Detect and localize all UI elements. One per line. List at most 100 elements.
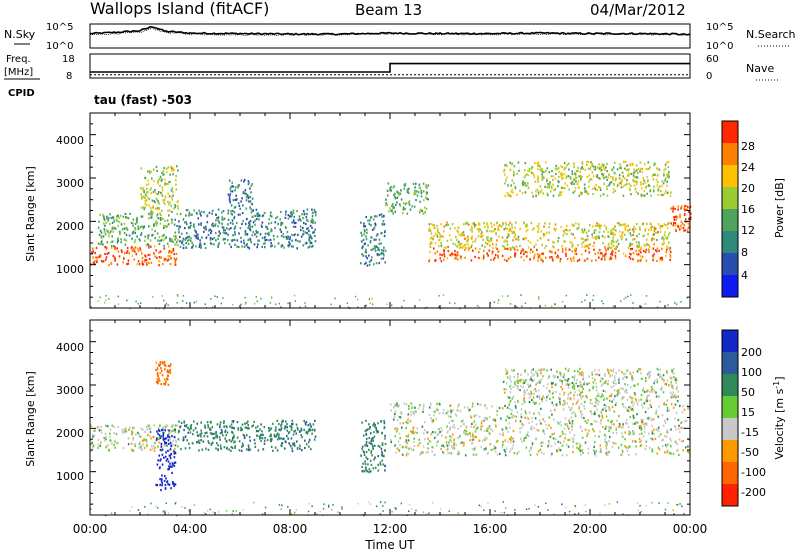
power-cell — [633, 226, 635, 228]
power-cell — [569, 249, 571, 251]
power-cell — [585, 239, 587, 241]
noise-right-tick-bottom: 10^0 — [706, 41, 733, 52]
power-cell — [534, 162, 536, 164]
power-cell — [149, 198, 151, 200]
velocity-cell — [159, 467, 161, 469]
power-cell — [245, 189, 247, 191]
power-cell — [397, 192, 399, 194]
nave-label: Nave — [746, 62, 774, 75]
velocity-cell — [559, 393, 561, 395]
velocity-cell — [249, 449, 251, 451]
power-cell — [508, 233, 510, 235]
power-cell — [365, 225, 367, 227]
power-cell — [510, 256, 512, 258]
power-cell — [613, 172, 615, 174]
velocity-cell — [233, 427, 235, 429]
velocity-cell — [648, 418, 650, 420]
velocity-cell — [463, 444, 465, 446]
velocity-cell — [613, 371, 615, 373]
power-colorbar-label: Power [dB] — [773, 178, 786, 238]
power-cell — [627, 164, 629, 166]
power-cell — [216, 217, 218, 219]
velocity-cell — [531, 399, 533, 401]
velocity-cell — [509, 451, 511, 453]
velocity-cell — [546, 369, 548, 371]
velocity-cell — [366, 451, 368, 453]
velocity-cell — [161, 443, 163, 445]
power-cell — [628, 175, 630, 177]
power-cell — [471, 237, 473, 239]
power-cell — [235, 195, 237, 197]
velocity-cell — [650, 404, 652, 406]
velocity-cell — [618, 447, 620, 449]
power-cell — [401, 198, 403, 200]
power-cell — [190, 225, 192, 227]
power-cell — [367, 265, 369, 267]
power-cell — [588, 193, 590, 195]
velocity-cell — [304, 440, 306, 442]
velocity-cell — [242, 424, 244, 426]
power-cell — [504, 259, 506, 261]
velocity-cell — [615, 383, 617, 385]
velocity-cell — [474, 415, 476, 417]
velocity-cell — [128, 443, 130, 445]
power-cell — [182, 300, 183, 302]
velocity-cell — [366, 456, 368, 458]
velocity-cell — [652, 433, 654, 435]
velocity-cell — [597, 395, 599, 397]
power-cell — [525, 302, 526, 304]
power-cell — [172, 173, 174, 175]
power-cell — [636, 181, 638, 183]
velocity-cell — [239, 440, 241, 442]
power-cell — [577, 170, 579, 172]
power-cell — [496, 239, 498, 241]
velocity-cell — [612, 446, 614, 448]
power-cell — [367, 257, 369, 259]
power-cell — [507, 244, 509, 246]
power-cell — [435, 233, 437, 235]
velocity-cell — [593, 381, 595, 383]
power-cell — [673, 206, 675, 208]
power-cell — [191, 214, 193, 216]
power-cell — [623, 195, 625, 197]
velocity-cell — [170, 442, 172, 444]
power-cell — [443, 226, 445, 228]
velocity-cell — [607, 451, 609, 453]
power-cell — [630, 232, 632, 234]
power-cell — [666, 238, 668, 240]
power-cell — [191, 242, 193, 244]
velocity-cell — [259, 435, 261, 437]
power-cell — [615, 247, 617, 249]
power-cell — [158, 191, 160, 193]
power-cell — [464, 257, 466, 259]
power-cell — [621, 180, 623, 182]
power-cell — [600, 189, 602, 191]
power-cell — [595, 259, 597, 261]
power-cell — [392, 203, 394, 205]
velocity-cell — [249, 436, 251, 438]
velocity-cell — [399, 444, 401, 446]
power-cell — [285, 217, 287, 219]
power-cell — [516, 245, 518, 247]
power-cell — [467, 244, 469, 246]
power-cell — [203, 231, 205, 233]
velocity-cell — [529, 450, 531, 452]
velocity-cell — [499, 433, 501, 435]
power-cell — [241, 223, 243, 225]
velocity-cell — [530, 376, 532, 378]
power-cell — [360, 262, 362, 264]
power-cell — [511, 223, 513, 225]
power-cell — [578, 180, 580, 182]
velocity-cell — [154, 447, 156, 449]
velocity-cell — [399, 416, 401, 418]
velocity-cell — [131, 443, 133, 445]
power-cell — [581, 243, 583, 245]
power-cell — [400, 193, 402, 195]
power-cell — [516, 173, 518, 175]
velocity-cell — [516, 416, 518, 418]
velocity-cell — [530, 454, 532, 456]
power-cell — [441, 235, 443, 237]
velocity-cell — [668, 384, 670, 386]
power-cell — [441, 260, 443, 262]
power-cell — [613, 183, 615, 185]
